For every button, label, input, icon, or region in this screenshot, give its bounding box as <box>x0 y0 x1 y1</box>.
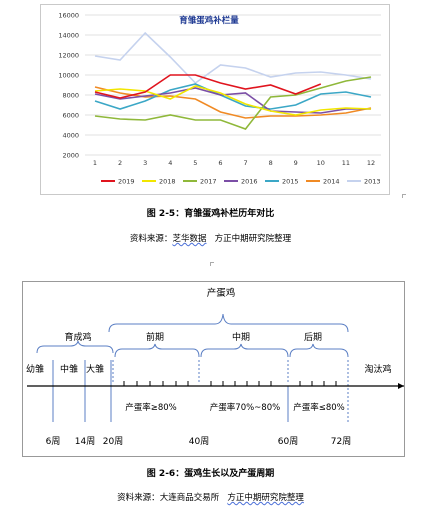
x-tick-label: 7 <box>243 159 247 167</box>
figure-source-2-6: 资料来源：大连商品交易所 方正中期研究院整理 <box>0 491 421 503</box>
label-large: 大雏 <box>86 363 104 375</box>
brace-laying <box>108 313 349 333</box>
y-tick-label: 4000 <box>62 132 79 140</box>
label-medium: 中雏 <box>60 363 78 375</box>
figure-caption-2-5: 图 2-5：育雏蛋鸡补栏历年对比 <box>0 206 421 219</box>
chart-title: 育雏蛋鸡补栏量 <box>179 15 239 26</box>
legend-label: 2018 <box>159 178 176 186</box>
legend-label: 2015 <box>282 178 299 186</box>
timeline-arrow <box>398 383 404 389</box>
label-rearing: 育成鸡 <box>64 331 91 343</box>
source-org: 芝华数据 <box>172 234 207 244</box>
week-40: 40周 <box>189 436 209 447</box>
week-20: 20周 <box>103 436 123 447</box>
x-tick-label: 5 <box>193 159 197 167</box>
y-tick-label: 16000 <box>58 12 79 20</box>
x-tick-label: 10 <box>317 159 325 167</box>
label-late: 后期 <box>304 332 322 343</box>
source-suffix: 方正中期研究院整理 <box>227 493 304 503</box>
label-early: 前期 <box>146 331 164 343</box>
label-rate-late: 产蛋率≤80% <box>293 402 345 413</box>
brace-rearing <box>36 340 114 354</box>
y-tick-label: 14000 <box>58 32 79 40</box>
x-tick-label: 8 <box>269 159 273 167</box>
corner-mark <box>210 262 214 266</box>
y-tick-label: 8000 <box>62 92 79 100</box>
series-line-2014 <box>94 86 372 119</box>
label-laying-hen: 产蛋鸡 <box>207 287 236 299</box>
series-line-2019 <box>94 74 322 99</box>
lifecycle-diagram: 产蛋鸡 育成鸡 前期 中期 后期 幼雏 中雏 大雏 淘汰鸡 <box>26 287 404 447</box>
caption-text: 图 2-6：蛋鸡生长以及产蛋周期 <box>146 469 275 479</box>
x-tick-label: 2 <box>118 159 122 167</box>
source-org: 大连商品交易所 <box>159 493 220 503</box>
x-tick-label: 12 <box>367 159 375 167</box>
label-rate-early: 产蛋率≥80% <box>125 402 177 413</box>
cycle-diagram-panel: 产蛋鸡 育成鸡 前期 中期 后期 幼雏 中雏 大雏 淘汰鸡 <box>22 281 405 457</box>
series-line-2016 <box>94 87 371 114</box>
figure-caption-2-6: 图 2-6：蛋鸡生长以及产蛋周期 <box>0 466 421 479</box>
chart-panel: 育雏蛋鸡补栏量 1 2 3 4 5 6 7 8 9 10 11 12 2000 4000 6000 8000… <box>40 4 390 195</box>
x-tick-label: 1 <box>93 159 97 167</box>
x-tick-label: 6 <box>218 159 222 167</box>
legend-label: 2019 <box>118 178 135 186</box>
y-tick-label: 12000 <box>58 52 79 60</box>
brace-early <box>114 343 200 358</box>
source-prefix: 资料来源： <box>129 234 173 244</box>
line-chart: 育雏蛋鸡补栏量 1 2 3 4 5 6 7 8 9 10 11 12 2000400060008000… <box>58 12 381 186</box>
caption-text: 图 2-5：育雏蛋鸡补栏历年对比 <box>146 209 275 219</box>
source-prefix: 资料来源： <box>117 493 160 503</box>
legend-label: 2013 <box>364 178 381 186</box>
x-tick-label: 11 <box>342 159 350 167</box>
series-line-2013 <box>94 31 372 85</box>
series-line-2017 <box>94 76 372 130</box>
x-tick-label: 3 <box>143 159 147 167</box>
label-chick: 幼雏 <box>26 363 44 375</box>
series-line-2018 <box>94 85 372 116</box>
corner-mark <box>402 194 406 198</box>
y-tick-label: 6000 <box>62 112 79 120</box>
brace-middle <box>200 343 289 358</box>
legend-label: 2016 <box>241 178 258 186</box>
x-tick-label: 9 <box>294 159 298 167</box>
week-60: 60周 <box>278 436 298 447</box>
brace-late <box>289 343 349 358</box>
week-72: 72周 <box>331 436 351 447</box>
y-tick-label: 10000 <box>58 72 79 80</box>
series-line-2015 <box>94 83 372 110</box>
y-tick-label: 2000 <box>62 152 79 160</box>
week-6: 6周 <box>46 436 61 447</box>
week-14: 14周 <box>75 436 95 447</box>
x-tick-label: 4 <box>168 159 172 167</box>
label-cull: 淘汰鸡 <box>364 363 391 375</box>
legend-label: 2017 <box>200 178 217 186</box>
source-suffix: 方正中期研究院整理 <box>214 234 292 244</box>
figure-source-2-5: 资料来源：芝华数据 方正中期研究院整理 <box>0 232 421 244</box>
legend-label: 2014 <box>323 178 340 186</box>
label-middle: 中期 <box>232 331 250 343</box>
label-rate-middle: 产蛋率70%~80% <box>210 402 280 413</box>
